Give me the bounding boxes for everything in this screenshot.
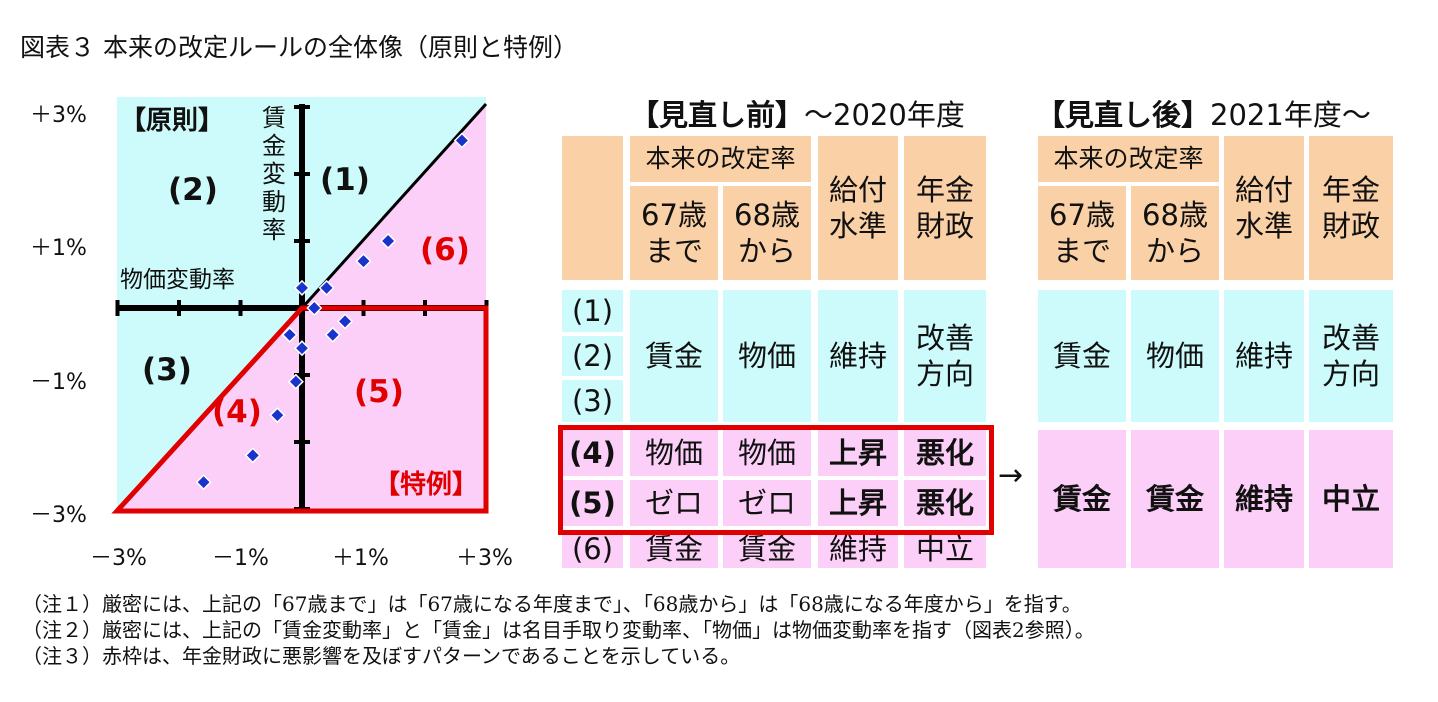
cell-wage: 賃金 — [1131, 430, 1219, 568]
exception-frame — [111, 305, 489, 514]
data-point-marker — [287, 373, 304, 390]
x-tick-label: ＋1% — [332, 546, 389, 571]
wage-axis-label: 賃金変動率 — [262, 104, 286, 244]
before-heading: 【見直し前】～2020年度 — [630, 98, 965, 132]
cell-67: 物価 — [630, 430, 718, 476]
col-group-header: 本来の改定率 — [1038, 136, 1219, 182]
exception-label: 【特例】 — [374, 470, 479, 500]
region-3-label: (3) — [142, 352, 192, 388]
note-1: （注１）厳密には、上記の「67歳まで」は「67歳になる年度まで」、「68歳から」… — [22, 592, 1082, 616]
data-point-marker — [269, 407, 286, 424]
row-label: (2) — [562, 336, 623, 376]
cell-68: 物価 — [723, 430, 811, 476]
price-axis-label: 物価変動率 — [120, 267, 235, 293]
cell-68: 賃金 — [723, 530, 811, 568]
data-point-marker — [293, 340, 311, 357]
cell-67: ゼロ — [630, 480, 718, 526]
col-header-finance: 年金 財政 — [1309, 136, 1393, 280]
cell-benefit: 上昇 — [818, 480, 898, 526]
col-header-finance: 年金 財政 — [904, 136, 986, 280]
cell-finance: 改善 方向 — [904, 290, 986, 422]
cell-price: 物価 — [1131, 290, 1219, 422]
region-4-label: (4) — [212, 394, 262, 430]
region-6-label: (6) — [420, 232, 470, 268]
y-tick-label: －1% — [30, 370, 87, 395]
axis-ticks — [115, 105, 489, 511]
col-header-67: 67歳 まで — [1038, 186, 1126, 280]
principle-label: 【原則】 — [120, 106, 225, 136]
exception-rows-frame — [558, 425, 994, 535]
note-3: （注３）赤枠は、年金財政に悪影響を及ぼすパターンであることを示している。 — [22, 644, 741, 668]
data-point-marker — [195, 474, 212, 491]
cell-wage: 賃金 — [1038, 430, 1126, 568]
y-tick-label: ＋3% — [30, 103, 87, 128]
data-point-marker — [281, 326, 298, 343]
cell-benefit: 維持 — [1224, 290, 1304, 422]
note-2: （注２）厳密には、上記の「賃金変動率」と「賃金」は名目手取り変動率、「物価」は物… — [22, 618, 1095, 642]
after-heading: 【見直し後】2021年度～ — [1036, 98, 1371, 132]
diagram-plot — [111, 97, 489, 514]
data-markers — [195, 132, 470, 491]
cell-wage: 賃金 — [1038, 290, 1126, 422]
data-point-marker — [244, 447, 261, 464]
col-header-68: 68歳 から — [723, 186, 811, 280]
region-2-label: (2) — [168, 172, 218, 208]
cell-benefit: 維持 — [1224, 430, 1304, 568]
cell-finance: 悪化 — [904, 430, 986, 476]
y-tick-label: ＋1% — [30, 236, 87, 261]
data-point-marker — [324, 326, 341, 343]
row-label: (4) — [562, 430, 623, 476]
row-label: (1) — [562, 290, 623, 332]
row-label: (5) — [562, 480, 623, 526]
row-label: (6) — [562, 530, 623, 568]
cell-67: 賃金 — [630, 530, 718, 568]
col-header-benefit: 給付 水準 — [818, 136, 898, 280]
cell-68: ゼロ — [723, 480, 811, 526]
data-point-marker — [355, 253, 372, 270]
corner-cell — [562, 136, 623, 280]
cell-finance: 悪化 — [904, 480, 986, 526]
cell-benefit: 上昇 — [818, 430, 898, 476]
data-point-marker — [306, 299, 323, 317]
cell-finance: 中立 — [1309, 430, 1393, 568]
row-label: (3) — [562, 380, 623, 422]
cell-wage: 賃金 — [630, 290, 718, 422]
data-point-marker — [453, 132, 470, 149]
col-group-header: 本来の改定率 — [630, 136, 811, 182]
region-5-label: (5) — [354, 374, 404, 410]
x-tick-label: －3% — [90, 546, 147, 571]
cell-price: 物価 — [723, 290, 811, 422]
data-point-marker — [380, 232, 397, 250]
col-header-68: 68歳 から — [1131, 186, 1219, 280]
cell-finance: 中立 — [904, 530, 986, 568]
region-1-label: (1) — [320, 162, 370, 198]
y-tick-label: －3% — [30, 503, 87, 528]
cell-finance: 改善 方向 — [1309, 290, 1393, 422]
data-point-marker — [318, 279, 335, 296]
col-header-benefit: 給付 水準 — [1224, 136, 1304, 280]
x-tick-label: ＋3% — [456, 546, 513, 571]
data-point-marker — [293, 279, 311, 296]
cell-benefit: 維持 — [818, 530, 898, 568]
arrow: → — [998, 458, 1024, 493]
data-point-marker — [336, 313, 354, 330]
diagonal-line — [300, 102, 488, 310]
figure-title: 図表３ 本来の改定ルールの全体像（原則と特例） — [20, 33, 578, 62]
x-tick-label: －1% — [212, 546, 269, 571]
cell-benefit: 維持 — [818, 290, 898, 422]
col-header-67: 67歳 まで — [630, 186, 718, 280]
